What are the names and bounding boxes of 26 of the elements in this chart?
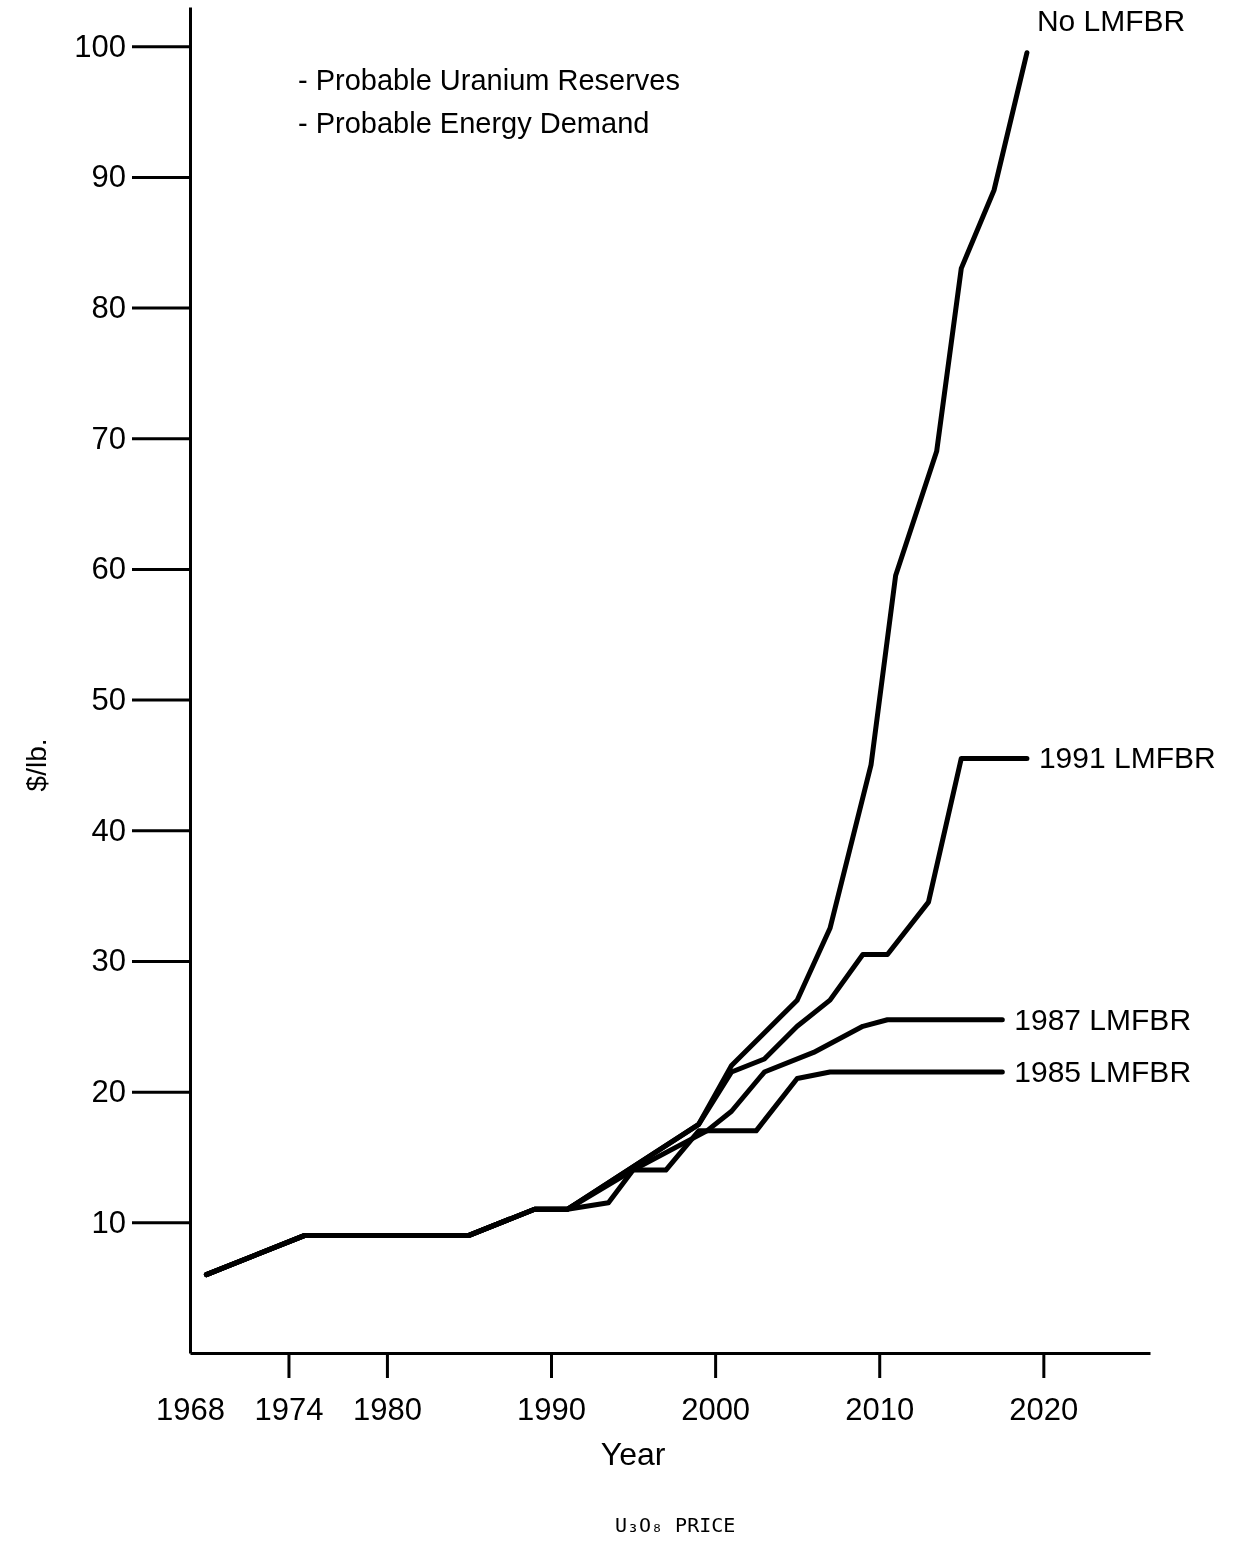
y-tick-label: 80 (91, 289, 126, 325)
y-tick-label: 50 (91, 682, 126, 718)
y-tick-label: 40 (91, 812, 126, 848)
x-tick-label: 1974 (254, 1392, 324, 1428)
y-tick-label: 70 (91, 420, 126, 456)
y-tick-label: 100 (74, 28, 126, 64)
series-label: No LMFBR (1036, 3, 1186, 37)
annotation: - Probable Uranium Reserves (298, 64, 680, 96)
y-tick-label: 30 (91, 943, 126, 979)
series-label: 1985 LMFBR (1014, 1055, 1192, 1089)
series-label: 1991 LMFBR (1038, 741, 1216, 775)
x-tick-label: 1968 (156, 1392, 225, 1428)
x-tick-label: 2020 (1009, 1392, 1079, 1428)
series-label: 1987 LMFBR (1014, 1002, 1192, 1036)
y-tick-label: 60 (91, 551, 126, 587)
y-tick-label: 90 (91, 159, 126, 195)
x-tick-label: 1990 (517, 1392, 587, 1428)
x-tick-label: 2000 (681, 1392, 751, 1428)
x-tick-label: 1980 (352, 1392, 422, 1428)
y-tick-label: 10 (91, 1204, 126, 1240)
annotation: - Probable Energy Demand (298, 107, 650, 139)
x-tick-label: 2010 (845, 1392, 915, 1428)
x-axis-title: Year (600, 1436, 666, 1472)
y-tick-label: 20 (91, 1074, 126, 1110)
text: U₃O₈ PRICE (614, 1513, 736, 1537)
y-axis-title: $/lb. (21, 738, 52, 792)
